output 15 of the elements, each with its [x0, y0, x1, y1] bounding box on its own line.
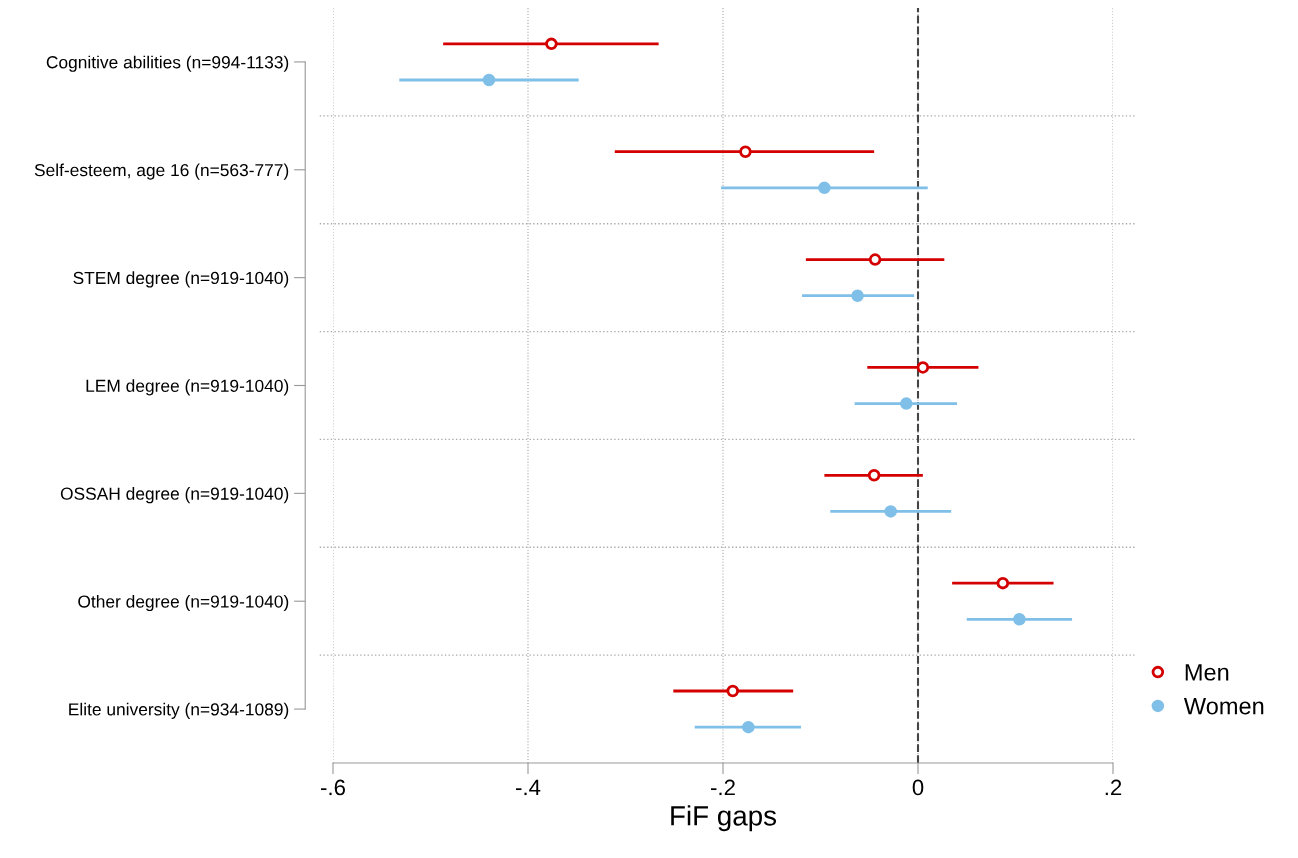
- y-tick-label: STEM degree (n=919-1040): [73, 271, 289, 288]
- x-axis-title: FiF gaps: [671, 805, 777, 832]
- x-tick-label: -.2: [711, 779, 735, 796]
- y-tick-label: Self-esteem, age 16 (n=563-777): [34, 163, 289, 180]
- x-tick-label: -.4: [516, 779, 541, 796]
- y-tick-label: Cognitive abilities (n=994-1133): [46, 55, 289, 72]
- legend-label: Women: [1183, 697, 1264, 715]
- y-tick-label: LEM degree (n=919-1040): [86, 379, 289, 396]
- y-tick-label: Elite university (n=934-1089): [69, 702, 289, 719]
- y-tick-label: OSSAH degree (n=919-1040): [60, 487, 289, 504]
- legend-label: Men: [1185, 664, 1229, 681]
- x-tick-label: .2: [1105, 779, 1122, 796]
- x-tick-label: 0: [912, 779, 924, 796]
- x-tick-label: -.6: [321, 779, 345, 796]
- y-tick-label: Other degree (n=919-1040): [78, 594, 289, 612]
